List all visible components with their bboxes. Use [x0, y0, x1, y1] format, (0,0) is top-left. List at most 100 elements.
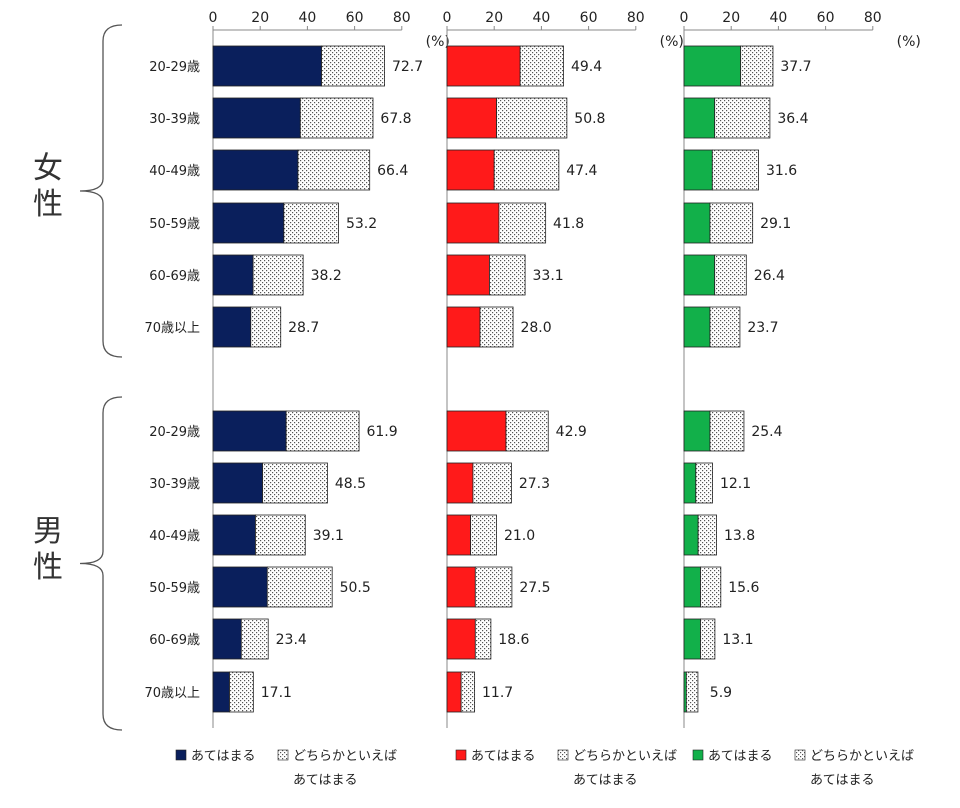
data-label: 23.7	[747, 320, 778, 336]
bar-applies	[446, 97, 497, 139]
x-tick-label: 40	[769, 10, 787, 26]
bar-applies	[212, 566, 268, 608]
bar-somewhat	[250, 306, 282, 348]
data-label: 61.9	[366, 424, 397, 440]
bar-applies	[446, 671, 462, 713]
data-label: 5.9	[710, 685, 732, 701]
data-label: 15.6	[728, 580, 759, 596]
legend-swatch-applies	[455, 749, 467, 761]
data-label: 28.7	[288, 320, 319, 336]
data-label: 25.4	[751, 424, 782, 440]
bar-somewhat	[700, 618, 716, 660]
x-tick-label: 60	[817, 10, 835, 26]
bar-applies	[212, 671, 230, 713]
data-label: 53.2	[346, 216, 377, 232]
bar-somewhat	[685, 671, 699, 713]
data-label: 39.1	[313, 528, 344, 544]
bar-somewhat	[472, 462, 512, 504]
group-label: 男	[33, 514, 63, 549]
data-label: 33.1	[533, 268, 564, 284]
bar-applies	[446, 618, 476, 660]
data-label: 38.2	[311, 268, 342, 284]
x-tick-label: 0	[209, 10, 218, 26]
bar-applies	[212, 149, 299, 191]
data-label: 17.1	[261, 685, 292, 701]
data-label: 48.5	[335, 476, 366, 492]
bar-applies	[683, 254, 716, 296]
legend-swatch-somewhat	[557, 749, 569, 761]
bar-somewhat	[262, 462, 328, 504]
bar-somewhat	[252, 254, 304, 296]
bar-applies	[446, 45, 521, 87]
x-tick-label: 60	[346, 10, 364, 26]
legend-label-somewhat-line2: あてはまる	[293, 773, 357, 788]
bar-applies	[683, 202, 711, 244]
bar-applies	[212, 202, 285, 244]
legend-label-somewhat-line2: あてはまる	[810, 773, 874, 788]
bar-applies	[446, 410, 507, 452]
bar-applies	[683, 306, 711, 348]
bar-applies	[683, 149, 713, 191]
bar-applies	[446, 254, 490, 296]
data-label: 13.1	[722, 632, 753, 648]
bar-applies	[212, 410, 287, 452]
bar-somewhat	[479, 306, 514, 348]
category-label: 30-39歳	[149, 477, 200, 492]
bar-somewhat	[297, 149, 371, 191]
data-label: 41.8	[553, 216, 584, 232]
data-label: 31.6	[766, 163, 797, 179]
group-brace	[79, 396, 123, 731]
bar-somewhat	[740, 45, 774, 87]
bar-somewhat	[496, 97, 568, 139]
bar-applies	[446, 202, 500, 244]
data-label: 37.7	[780, 59, 811, 75]
legend-label-somewhat: どちらかといえば	[573, 749, 677, 764]
data-label: 47.4	[566, 163, 597, 179]
x-tick-label: 40	[532, 10, 550, 26]
group-brace	[79, 24, 123, 358]
bar-somewhat	[283, 202, 339, 244]
unit-label: (%)	[660, 34, 684, 50]
data-label: 26.4	[754, 268, 785, 284]
bar-applies	[446, 306, 481, 348]
data-label: 13.8	[724, 528, 755, 544]
bar-somewhat	[285, 410, 360, 452]
x-tick-label: 20	[485, 10, 503, 26]
legend-label-somewhat-line2: あてはまる	[573, 773, 637, 788]
legend-swatch-applies	[175, 749, 187, 761]
bar-somewhat	[470, 514, 497, 556]
bar-applies	[212, 618, 242, 660]
bar-somewhat	[240, 618, 269, 660]
group-label: 性	[33, 550, 63, 585]
bar-applies	[212, 462, 263, 504]
data-label: 42.9	[556, 424, 587, 440]
legend-swatch-somewhat	[277, 749, 289, 761]
category-label: 70歳以上	[144, 321, 200, 336]
data-label: 66.4	[377, 163, 408, 179]
bar-applies	[212, 45, 322, 87]
x-tick-label: 80	[627, 10, 645, 26]
x-tick-label: 0	[680, 10, 689, 26]
category-label: 60-69歳	[149, 269, 200, 284]
bar-applies	[212, 97, 301, 139]
bar-applies	[446, 514, 472, 556]
unit-label: (%)	[426, 34, 450, 50]
bar-somewhat	[229, 671, 254, 713]
legend-label-somewhat: どちらかといえば	[293, 749, 397, 764]
bar-somewhat	[709, 306, 741, 348]
bar-somewhat	[700, 566, 722, 608]
data-label: 36.4	[777, 111, 808, 127]
legend-swatch-somewhat	[794, 749, 806, 761]
bar-applies	[212, 514, 256, 556]
legend-swatch-applies	[692, 749, 704, 761]
category-label: 40-49歳	[149, 529, 200, 544]
category-label: 50-59歳	[149, 217, 200, 232]
x-tick-label: 20	[722, 10, 740, 26]
bar-applies	[446, 149, 495, 191]
data-label: 50.5	[340, 580, 371, 596]
unit-label: (%)	[897, 34, 921, 50]
bar-applies	[683, 410, 711, 452]
bar-somewhat	[266, 566, 333, 608]
data-label: 49.4	[571, 59, 602, 75]
